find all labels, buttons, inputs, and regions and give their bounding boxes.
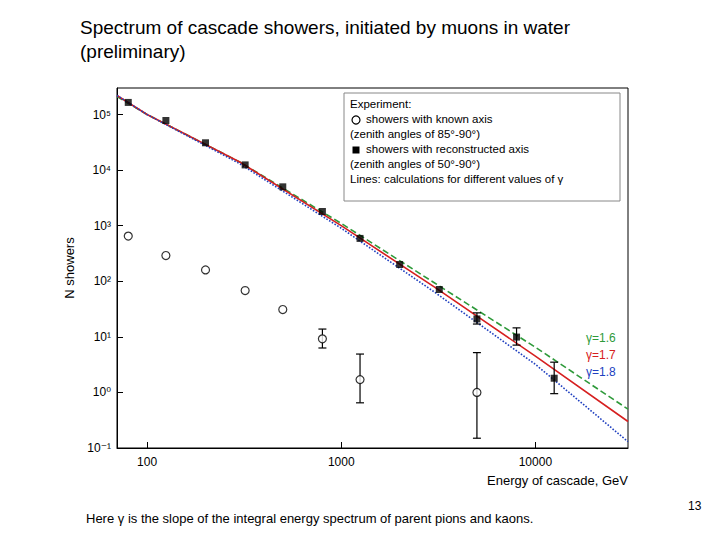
svg-text:10000: 10000 (519, 455, 553, 469)
svg-text:1000: 1000 (328, 455, 355, 469)
svg-text:10²: 10² (94, 274, 111, 288)
svg-text:Experiment:: Experiment: (350, 98, 411, 110)
svg-text:13: 13 (688, 499, 702, 513)
svg-text:10⁵: 10⁵ (93, 108, 111, 122)
svg-text:Here γ is the slope of the int: Here γ is the slope of the integral ener… (86, 511, 533, 526)
svg-text:10⁴: 10⁴ (92, 163, 111, 177)
svg-text:Lines: calculations for differ: Lines: calculations for different values… (350, 173, 564, 185)
svg-text:(zenith angles of 85°-90°): (zenith angles of 85°-90°) (350, 128, 480, 140)
svg-text:10¹: 10¹ (94, 330, 111, 344)
svg-text:showers with reconstructed axi: showers with reconstructed axis (366, 143, 529, 155)
svg-text:10⁻¹: 10⁻¹ (87, 441, 111, 455)
svg-text:10³: 10³ (94, 219, 111, 233)
svg-text:N showers: N showers (62, 237, 77, 299)
svg-text:γ=1.8: γ=1.8 (586, 365, 616, 379)
svg-text:10⁰: 10⁰ (93, 385, 111, 399)
svg-text:(zenith angles of 50°-90°): (zenith angles of 50°-90°) (350, 158, 480, 170)
svg-text:γ=1.6: γ=1.6 (586, 331, 616, 345)
svg-text:Spectrum of cascade showers, i: Spectrum of cascade showers, initiated b… (80, 17, 575, 38)
svg-text:showers with known axis: showers with known axis (366, 113, 493, 125)
svg-text:γ=1.7: γ=1.7 (586, 348, 616, 362)
svg-text:Energy of cascade, GeV: Energy of cascade, GeV (487, 473, 628, 488)
svg-text:100: 100 (137, 455, 157, 469)
svg-text:(preliminary): (preliminary) (80, 41, 186, 62)
